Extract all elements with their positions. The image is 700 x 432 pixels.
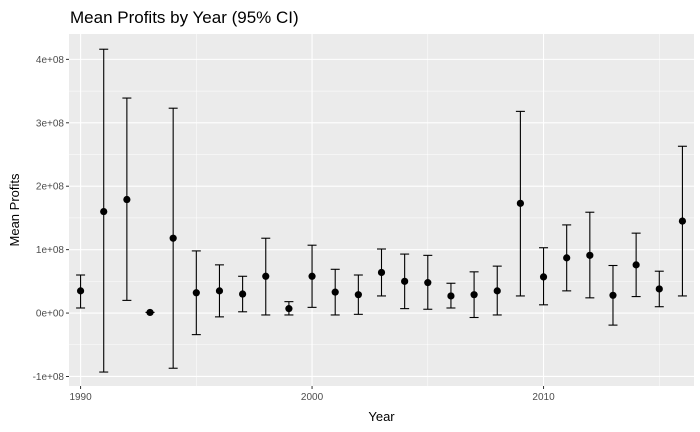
- y-tick-label: 3e+08: [36, 118, 65, 129]
- data-point: [354, 291, 362, 299]
- data-point: [447, 292, 455, 300]
- data-point: [377, 268, 386, 277]
- data-point: [239, 290, 247, 298]
- y-tick-label: 0e+00: [36, 309, 65, 320]
- data-points: [76, 195, 687, 317]
- y-tick-label: 1e+08: [36, 245, 65, 256]
- data-point: [331, 288, 339, 296]
- data-point: [123, 195, 131, 204]
- data-point: [516, 199, 524, 207]
- data-point: [586, 251, 594, 259]
- x-axis-title: Year: [368, 409, 395, 424]
- data-point: [424, 279, 432, 287]
- data-point: [169, 234, 177, 242]
- data-point: [100, 207, 108, 216]
- x-tick-label: 1990: [69, 392, 92, 403]
- x-tick-label: 2000: [301, 392, 324, 403]
- y-axis-ticks: -1e+08 0e+00 1e+08 2e+08 3e+08 4e+08: [33, 55, 69, 383]
- chart-title: Mean Profits by Year (95% CI): [70, 8, 299, 27]
- data-point: [678, 217, 687, 225]
- data-point: [192, 289, 200, 297]
- data-point: [655, 285, 663, 293]
- data-point: [308, 272, 316, 280]
- x-tick-label: 2010: [532, 392, 555, 403]
- data-point: [609, 291, 617, 299]
- y-tick-label: 2e+08: [36, 182, 65, 193]
- data-point: [146, 308, 154, 317]
- data-point: [262, 272, 270, 280]
- data-point: [470, 291, 478, 299]
- data-point: [493, 287, 501, 295]
- error-bars: [76, 48, 687, 373]
- data-point: [563, 254, 571, 262]
- data-point: [632, 261, 640, 269]
- y-axis-title: Mean Profits: [7, 173, 22, 246]
- data-point: [76, 287, 85, 295]
- data-point: [539, 273, 548, 281]
- data-point: [215, 287, 224, 295]
- data-point: [401, 277, 409, 285]
- plot-panel: [69, 34, 694, 386]
- data-point: [285, 305, 293, 313]
- y-tick-label: -1e+08: [33, 372, 65, 383]
- x-axis-ticks: 1990 2000 2010: [69, 386, 555, 403]
- y-tick-label: 4e+08: [36, 55, 65, 66]
